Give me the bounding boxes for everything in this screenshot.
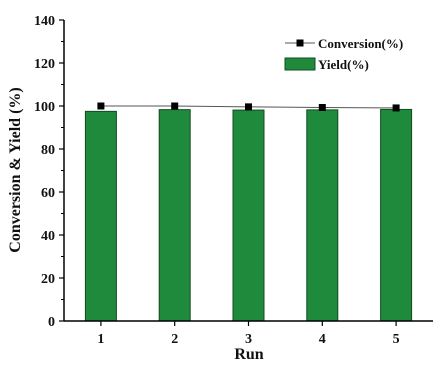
legend-label-conversion: Conversion(%) [318,36,403,51]
bar-3 [232,109,265,322]
conversion-point-5 [392,104,400,112]
conversion-point-4 [318,104,326,112]
legend-bar-swatch [284,57,316,71]
legend: Conversion(%) Yield(%) [284,36,403,72]
x-tick-label-4: 4 [319,332,326,347]
y-tick-label: 60 [41,186,55,201]
bar-1 [84,110,117,322]
x-tick-label-5: 5 [393,332,400,347]
y-tick-label: 100 [34,100,55,115]
y-tick-label: 0 [48,315,55,330]
y-tick-label: 120 [34,57,55,72]
x-tick-label-2: 2 [171,332,178,347]
bar-5 [380,108,413,322]
conversion-point-1 [97,102,105,110]
y-axis-label: Conversion & Yield (%) [7,87,24,252]
y-tick-label: 40 [41,229,55,244]
axes: 0 20 40 60 80 100 120 140 1 2 3 4 5 [34,14,433,347]
conversion-point-3 [245,103,252,111]
x-tick-label-3: 3 [245,332,252,347]
y-tick-label: 20 [41,272,55,287]
bar-2 [158,109,191,322]
x-tick-label-1: 1 [97,332,104,347]
x-axis-label: Run [234,346,263,363]
y-tick-label: 80 [41,143,55,158]
legend-marker-swatch [296,39,304,47]
conversion-line-group [97,102,400,112]
bar-group [84,108,413,322]
conversion-point-2 [171,102,179,110]
bar-4 [306,109,339,322]
y-tick-label: 140 [34,14,55,29]
legend-label-yield: Yield(%) [318,57,369,72]
